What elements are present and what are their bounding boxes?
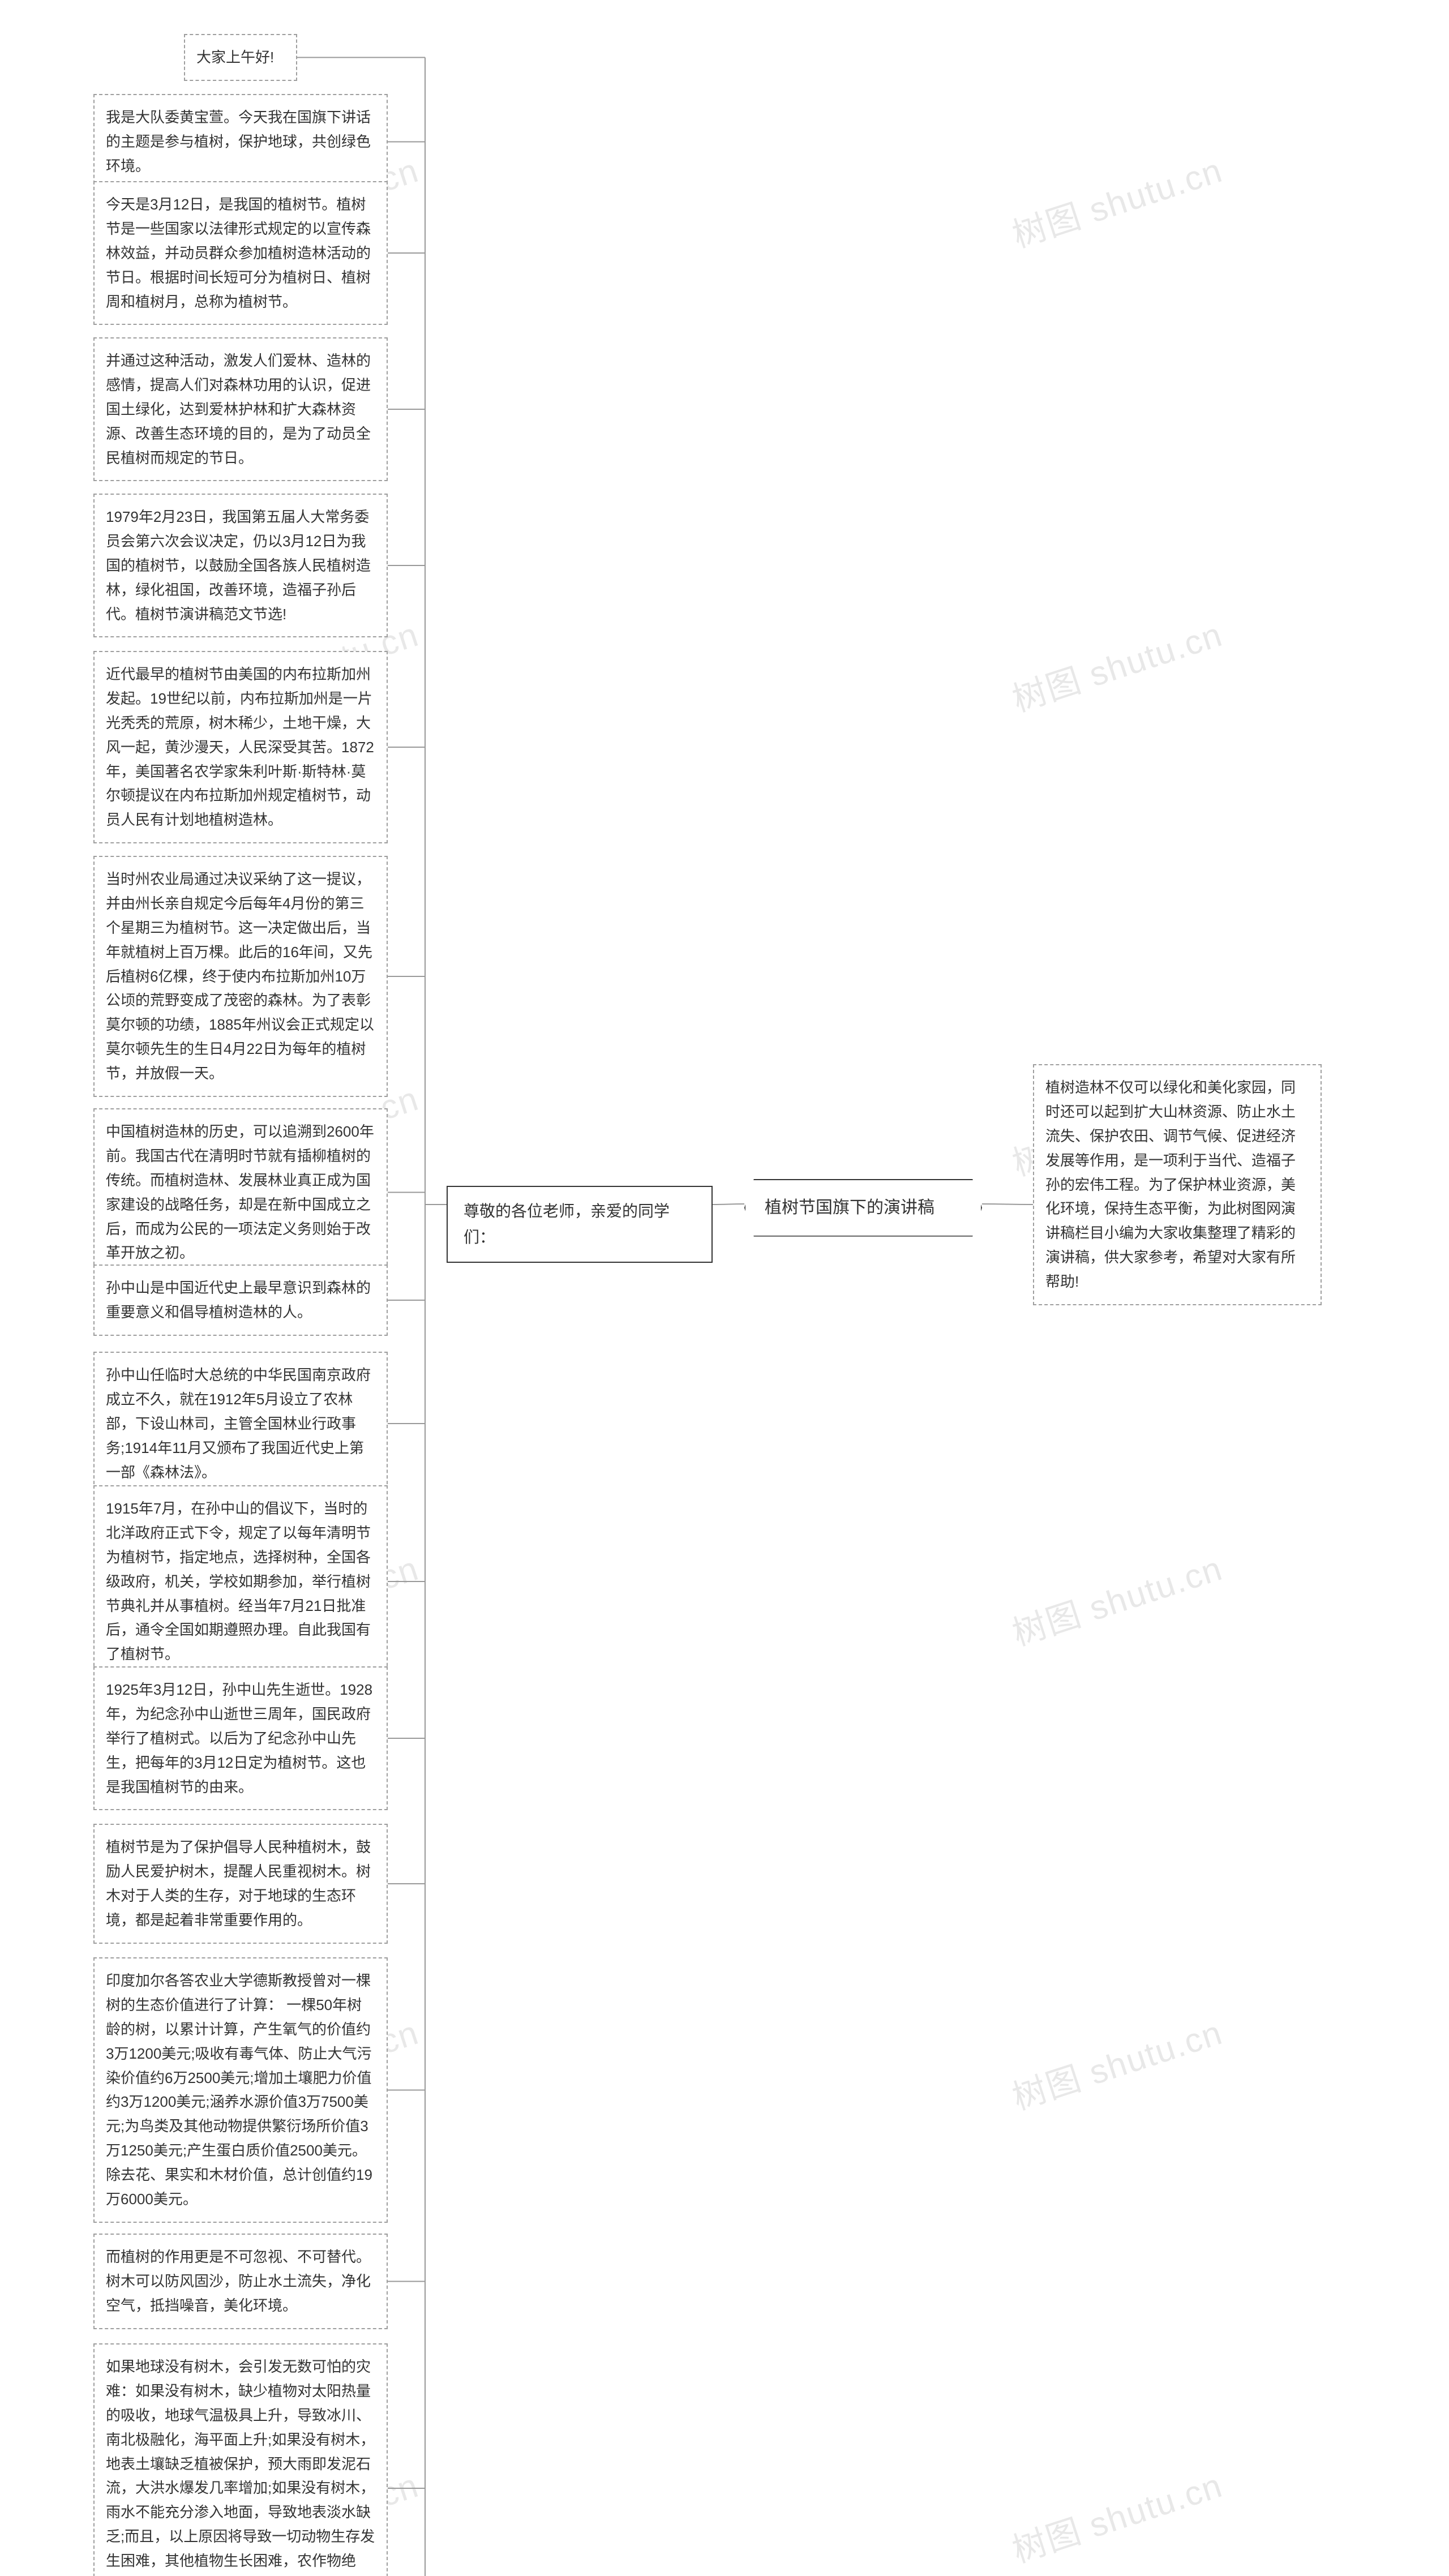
leaf-node[interactable]: 孙中山任临时大总统的中华民国南京政府成立不久，就在1912年5月设立了农林部，下… [93,1352,388,1495]
watermark-text: 树图 shutu.cn [1005,143,1228,258]
leaf-node[interactable]: 而植树的作用更是不可忽视、不可替代。树木可以防风固沙，防止水土流失，净化空气，抵… [93,2234,388,2329]
leaf-node[interactable]: 我是大队委黄宝萱。今天我在国旗下讲话的主题是参与植树，保护地球，共创绿色环境。 [93,94,388,190]
watermark-text: 树图 shutu.cn [1005,1541,1228,1656]
leaf-node[interactable]: 1979年2月23日，我国第五届人大常务委员会第六次会议决定，仍以3月12日为我… [93,494,388,637]
leaf-node[interactable]: 植树节是为了保护倡导人民种植树木，鼓励人民爱护树木，提醒人民重视树木。树木对于人… [93,1824,388,1944]
watermark-text: 树图 shutu.cn [1005,607,1228,722]
mindmap-canvas: 树图 shutu.cn 树图 shutu.cn 树图 shutu.cn 树图 shut… [0,0,1449,2576]
leaf-node[interactable]: 当时州农业局通过决议采纳了这一提议，并由州长亲自规定今后每年4月份的第三个星期三… [93,856,388,1097]
leaf-node[interactable]: 如果地球没有树木，会引发无数可怕的灾难：如果没有树木，缺少植物对太阳热量的吸收，… [93,2343,388,2576]
leaf-node[interactable]: 孙中山是中国近代史上最早意识到森林的重要意义和倡导植树造林的人。 [93,1265,388,1336]
leaf-node[interactable]: 并通过这种活动，激发人们爱林、造林的感情，提高人们对森林功用的认识，促进国土绿化… [93,337,388,481]
watermark-text: 树图 shutu.cn [1005,2458,1228,2573]
leaf-node[interactable]: 大家上午好! [184,34,297,81]
greeting-node[interactable]: 尊敬的各位老师，亲爱的同学们： [447,1186,713,1263]
right-summary-node[interactable]: 植树造林不仅可以绿化和美化家园，同时还可以起到扩大山林资源、防止水土流失、保护农… [1033,1064,1322,1305]
leaf-node[interactable]: 中国植树造林的历史，可以追溯到2600年前。我国古代在清明时节就有插柳植树的传统… [93,1108,388,1276]
root-node[interactable]: 植树节国旗下的演讲稿 [744,1179,982,1237]
leaf-node[interactable]: 近代最早的植树节由美国的内布拉斯加州发起。19世纪以前，内布拉斯加州是一片光秃秃… [93,651,388,843]
leaf-node[interactable]: 印度加尔各答农业大学德斯教授曾对一棵树的生态价值进行了计算： 一棵50年树龄的树… [93,1957,388,2223]
watermark-text: 树图 shutu.cn [1005,2005,1228,2120]
leaf-node[interactable]: 今天是3月12日，是我国的植树节。植树节是一些国家以法律形式规定的以宣传森林效益… [93,181,388,325]
leaf-node[interactable]: 1925年3月12日，孙中山先生逝世。1928年，为纪念孙中山逝世三周年，国民政… [93,1666,388,1810]
leaf-node[interactable]: 1915年7月，在孙中山的倡议下，当时的北洋政府正式下令，规定了以每年清明节为植… [93,1485,388,1678]
